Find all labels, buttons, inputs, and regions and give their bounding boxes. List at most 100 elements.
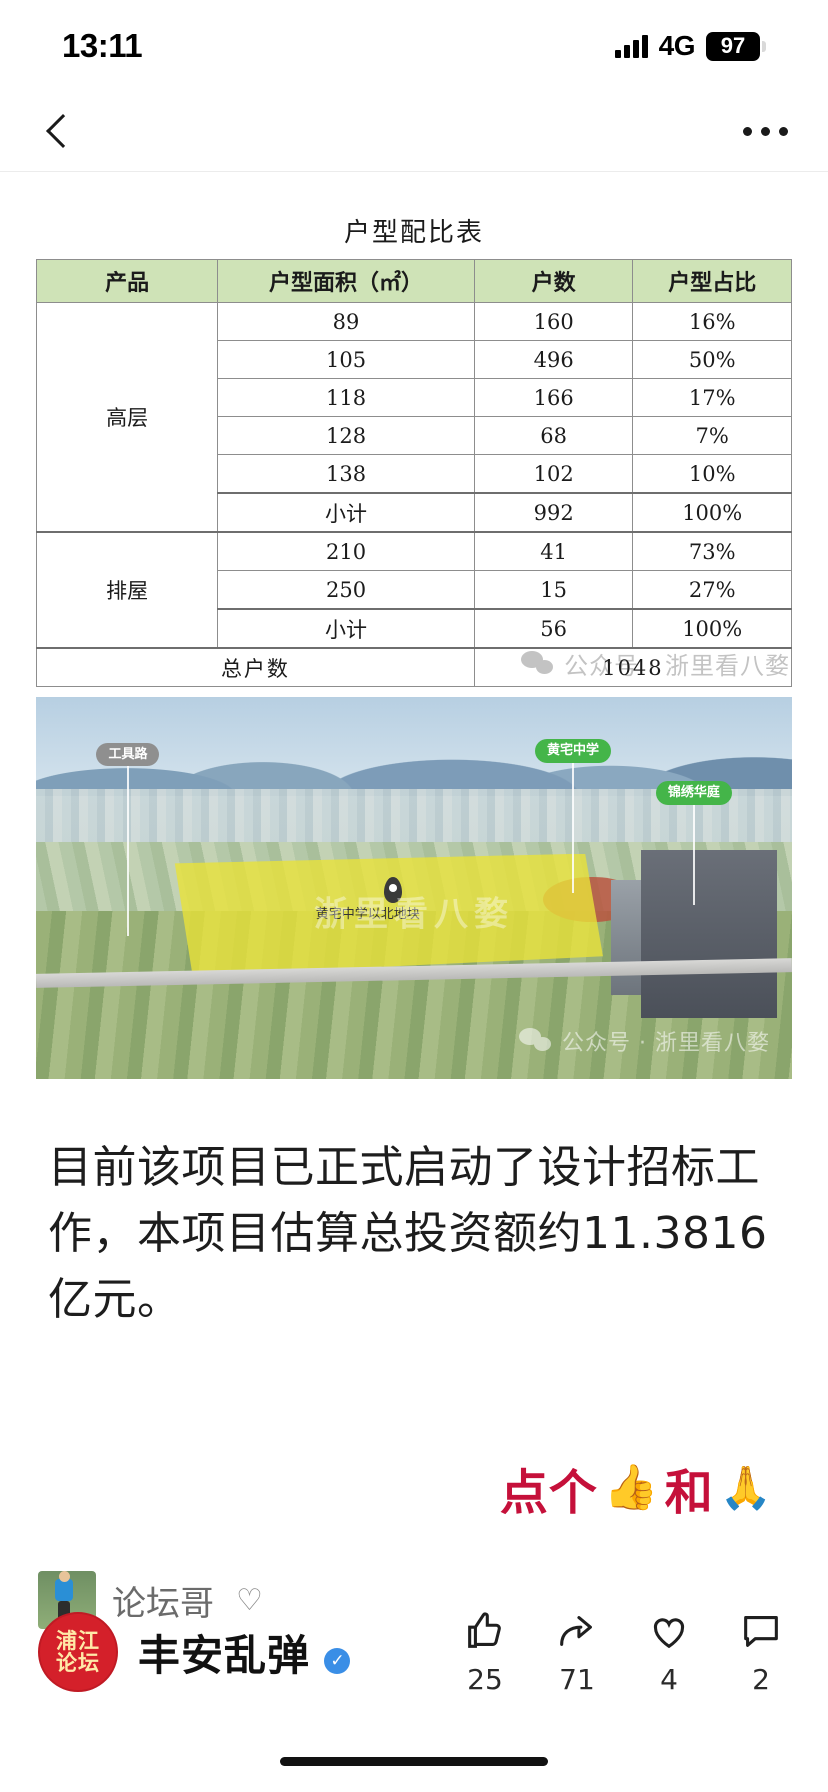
logo-line-2: 论坛 — [56, 1651, 100, 1675]
table-row: 105 496 50% — [37, 340, 792, 379]
total-label: 总户数 — [36, 647, 475, 687]
account-block[interactable]: 浦江 论坛 丰安乱弹 ✓ — [38, 1612, 351, 1692]
photo-highlighted-plot — [174, 853, 603, 976]
signal-strength-icon — [614, 34, 648, 58]
cell-count: 102 — [473, 454, 634, 494]
table-row: 高层 89 160 16% — [35, 302, 792, 533]
more-options-icon[interactable] — [743, 127, 788, 136]
total-value: 1048 — [473, 647, 793, 687]
account-name: 丰安乱弹 — [138, 1630, 311, 1680]
cell-area: 210 — [217, 531, 475, 571]
poi-marker-1: 黄宅中学 — [534, 739, 611, 893]
network-type-label: 4G — [658, 30, 696, 61]
cell-percent: 73% — [632, 531, 792, 571]
table-header-count: 户数 — [473, 259, 634, 303]
article-content: 户型配比表 产品 户型面积（㎡） 户数 户型占比 高层 89 — [0, 172, 828, 1629]
logo-line-1: 浦江 — [56, 1628, 100, 1653]
table-subtotal-row: 小计 992 100% — [37, 492, 792, 533]
cell-percent: 10% — [632, 454, 792, 494]
cell-area: 小计 — [217, 608, 475, 649]
status-bar: 13:11 4G 97 — [0, 0, 828, 92]
map-pin-icon — [383, 876, 402, 903]
table-row: 250 15 27% — [37, 570, 792, 610]
photo-building-tower — [640, 849, 777, 1018]
cell-area: 89 — [217, 302, 475, 341]
table-row: 138 102 10% — [37, 454, 792, 494]
account-name-wrap: 丰安乱弹 ✓ — [138, 1622, 351, 1683]
favorite-count: 4 — [660, 1663, 678, 1696]
comment-action[interactable]: 2 — [738, 1608, 784, 1696]
aerial-photo: 黄宅中学以北地块 工具路 黄宅中学 锦绣华庭 浙里看八婺 公众号 · 浙里看八婺 — [36, 697, 792, 1079]
poi-label: 锦绣华庭 — [655, 781, 732, 805]
poi-stem — [692, 804, 695, 905]
poi-label: 黄宅中学 — [534, 739, 611, 763]
battery-level-label: 97 — [706, 31, 760, 61]
verified-badge-icon: ✓ — [324, 1647, 351, 1674]
like-action[interactable]: 25 — [462, 1608, 508, 1696]
battery-indicator: 97 — [706, 31, 766, 61]
cell-count: 68 — [473, 416, 634, 455]
cell-count: 496 — [473, 340, 634, 379]
table-title: 户型配比表 — [343, 218, 484, 248]
cell-count: 160 — [473, 302, 634, 341]
action-bar: 25 71 4 2 — [462, 1608, 784, 1696]
cell-count: 15 — [473, 570, 634, 610]
cell-area: 小计 — [217, 492, 475, 533]
back-chevron-icon[interactable] — [40, 115, 74, 149]
comment-icon — [744, 1616, 778, 1647]
table-total-row: 总户数 1048 — [36, 647, 793, 687]
poi-stem — [126, 766, 129, 937]
cell-area: 138 — [217, 454, 475, 494]
thumbs-up-emoji: 👍 — [603, 1463, 659, 1512]
call-to-action: 点个 👍 和 🙏 — [0, 1453, 828, 1523]
comment-count: 2 — [752, 1663, 770, 1696]
watermark-text: 公众号 · 浙里看八婺 — [562, 1031, 770, 1056]
footer-bar: 浦江 论坛 丰安乱弹 ✓ 25 71 — [0, 1608, 828, 1696]
nav-bar — [0, 92, 828, 172]
like-count: 25 — [467, 1663, 503, 1696]
article-paragraph: 目前该项目已正式启动了设计招标工作，本项目估算总投资额约11.3816亿元。 — [48, 1142, 768, 1325]
unit-mix-table-block: 户型配比表 产品 户型面积（㎡） 户数 户型占比 高层 89 — [0, 172, 828, 687]
praying-hands-emoji: 🙏 — [719, 1464, 772, 1511]
share-count: 71 — [559, 1663, 595, 1696]
cell-percent: 100% — [632, 608, 792, 649]
cell-percent: 7% — [632, 416, 792, 455]
battery-tip — [762, 40, 766, 52]
cell-count: 41 — [473, 531, 634, 571]
status-indicators: 4G 97 — [614, 30, 766, 62]
cell-count: 166 — [473, 378, 634, 417]
product-group-townhouse: 排屋 — [35, 531, 219, 649]
poi-stem — [571, 762, 574, 893]
cell-percent: 16% — [632, 302, 792, 341]
home-indicator — [280, 1757, 548, 1766]
heart-icon — [653, 1618, 685, 1649]
photo-watermark: 公众号 · 浙里看八婺 — [519, 1025, 770, 1057]
cell-percent: 17% — [632, 378, 792, 417]
share-icon — [560, 1616, 592, 1646]
account-logo: 浦江 论坛 — [38, 1612, 118, 1692]
poi-label: 工具路 — [96, 742, 160, 767]
status-time: 13:11 — [62, 27, 143, 64]
cell-count: 56 — [473, 608, 634, 649]
editor-name: 论坛哥 — [112, 1583, 214, 1624]
table-header-row: 产品 户型面积（㎡） 户数 户型占比 — [35, 259, 792, 303]
favorite-action[interactable]: 4 — [646, 1608, 692, 1696]
table-row: 排屋 210 41 73% — [35, 531, 792, 649]
poi-marker-2: 锦绣华庭 — [655, 781, 732, 905]
share-action[interactable]: 71 — [554, 1608, 600, 1696]
table-header-area: 户型面积（㎡） — [217, 259, 475, 303]
poi-marker-0: 工具路 — [96, 742, 160, 937]
thumbs-up-icon — [468, 1612, 501, 1648]
cell-area: 118 — [217, 378, 475, 417]
photo-center-watermark: 浙里看八婺 — [314, 894, 514, 935]
table-subtotal-row: 小计 56 100% — [37, 608, 792, 649]
product-group-highrise: 高层 — [35, 302, 219, 533]
table-header-product: 产品 — [35, 259, 219, 303]
cell-area: 128 — [217, 416, 475, 455]
cell-area: 105 — [217, 340, 475, 379]
cell-percent: 50% — [632, 340, 792, 379]
heart-outline-icon[interactable]: ♡ — [236, 1583, 263, 1617]
plot-label: 黄宅中学以北地块 — [315, 907, 420, 923]
table-header-percent: 户型占比 — [632, 259, 792, 303]
